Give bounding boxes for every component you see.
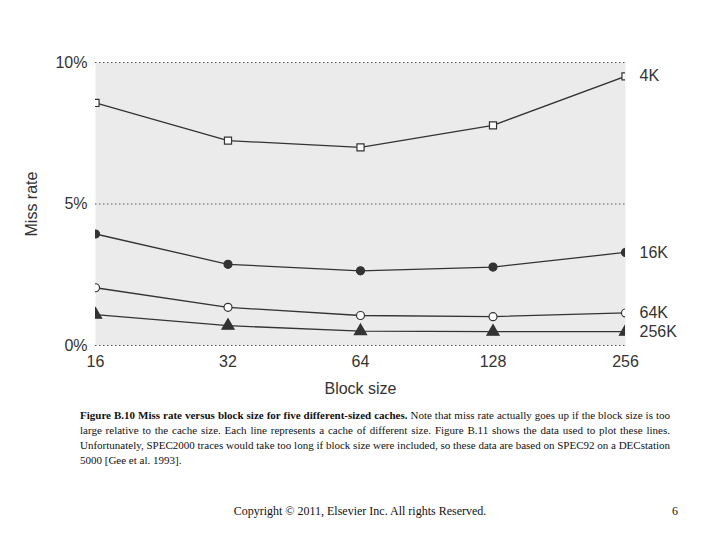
svg-text:4K: 4K <box>640 67 660 84</box>
svg-text:16: 16 <box>87 353 105 370</box>
svg-text:16K: 16K <box>640 244 669 261</box>
svg-text:Block size: Block size <box>324 380 396 397</box>
svg-text:64K: 64K <box>640 304 669 321</box>
svg-text:32: 32 <box>219 353 237 370</box>
html-text:Figure B.10 Miss rate versus b: Figure B.10 Miss rate versus block size … <box>80 409 670 466</box>
svg-text:64: 64 <box>352 353 370 370</box>
html-text:Copyright © 2011, Elsevier Inc: Copyright © 2011, Elsevier Inc. All righ… <box>233 504 487 518</box>
svg-text:0%: 0% <box>64 337 87 354</box>
html-text:6: 6 <box>672 504 678 518</box>
svg-text:Miss rate: Miss rate <box>23 171 40 236</box>
svg-text:256K: 256K <box>640 323 678 340</box>
svg-text:256: 256 <box>612 353 639 370</box>
svg-text:10%: 10% <box>55 54 87 71</box>
svg-text:128: 128 <box>480 353 507 370</box>
svg-text:5%: 5% <box>64 195 87 212</box>
